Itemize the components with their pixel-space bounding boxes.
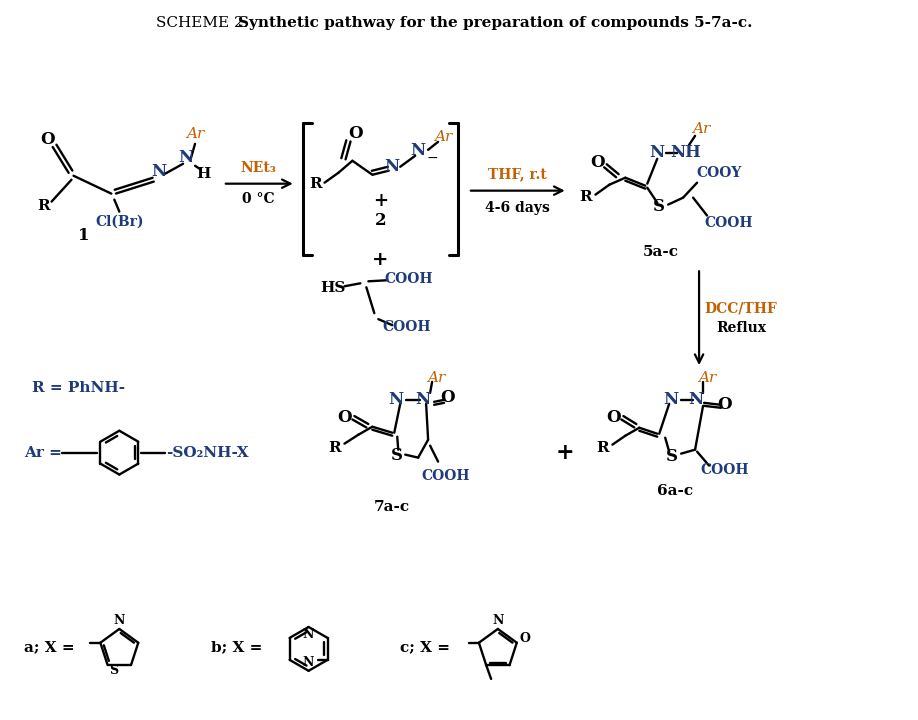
Text: c; X =: c; X = <box>400 640 450 654</box>
Text: Cl(Br): Cl(Br) <box>95 215 143 228</box>
Text: +: + <box>373 192 387 210</box>
Text: -SO₂NH-X: -SO₂NH-X <box>166 446 249 459</box>
Text: S: S <box>109 665 118 678</box>
Text: O: O <box>718 396 733 413</box>
Text: COOH: COOH <box>384 272 432 287</box>
Text: COOH: COOH <box>421 469 470 482</box>
Text: +: + <box>555 441 574 464</box>
Text: O: O <box>590 154 605 171</box>
Text: S: S <box>666 448 678 465</box>
Text: R: R <box>38 199 50 212</box>
Text: N: N <box>114 614 125 628</box>
Text: 1: 1 <box>78 227 89 244</box>
Text: N: N <box>151 163 167 180</box>
Text: N: N <box>492 614 504 628</box>
Text: HS: HS <box>319 282 345 295</box>
Text: O: O <box>606 409 621 426</box>
Text: 0 °C: 0 °C <box>242 192 275 206</box>
Text: COOH: COOH <box>382 320 431 334</box>
Text: N: N <box>385 158 400 175</box>
Text: S: S <box>654 198 666 215</box>
Text: N: N <box>416 392 431 408</box>
Text: COOH: COOH <box>700 462 749 477</box>
Text: N: N <box>303 657 314 670</box>
Text: 6a-c: 6a-c <box>657 485 693 498</box>
Text: R: R <box>328 441 341 454</box>
Text: a; X =: a; X = <box>24 640 74 654</box>
Text: O: O <box>520 632 531 645</box>
Text: 7a-c: 7a-c <box>375 500 410 514</box>
Text: THF, r.t: THF, r.t <box>488 167 547 181</box>
Text: O: O <box>40 131 55 148</box>
Text: S: S <box>391 447 403 464</box>
Text: O: O <box>348 125 363 143</box>
Text: N: N <box>178 149 194 166</box>
Text: NH: NH <box>671 144 701 161</box>
Text: −: − <box>426 150 438 165</box>
Text: R: R <box>579 189 592 204</box>
Text: COOH: COOH <box>705 215 753 230</box>
Text: N: N <box>688 392 703 408</box>
Text: N: N <box>303 629 314 642</box>
Text: H: H <box>196 167 210 181</box>
Text: Reflux: Reflux <box>716 321 766 335</box>
Text: 2: 2 <box>375 212 386 229</box>
Text: DCC/THF: DCC/THF <box>704 301 778 315</box>
Text: COOY: COOY <box>697 166 742 180</box>
Text: b; X =: b; X = <box>211 640 263 654</box>
Text: N: N <box>650 144 665 161</box>
Text: Ar: Ar <box>427 371 445 385</box>
Text: R = PhNH-: R = PhNH- <box>31 381 125 395</box>
Text: Ar: Ar <box>698 371 716 385</box>
Text: 5a-c: 5a-c <box>644 246 679 259</box>
Text: O: O <box>337 409 352 426</box>
Text: R: R <box>309 176 322 191</box>
Text: N: N <box>664 392 678 408</box>
Text: O: O <box>441 390 455 406</box>
Text: Ar =: Ar = <box>24 446 62 459</box>
Text: SCHEME 2.: SCHEME 2. <box>156 17 253 30</box>
Text: Ar: Ar <box>186 127 204 141</box>
Text: N: N <box>410 143 426 159</box>
Text: Ar: Ar <box>692 122 711 136</box>
Text: Synthetic pathway for the preparation of compounds 5-7a-c.: Synthetic pathway for the preparation of… <box>238 17 753 30</box>
Text: +: + <box>372 251 388 269</box>
Text: Ar: Ar <box>434 130 453 144</box>
Text: 4-6 days: 4-6 days <box>486 201 550 215</box>
Text: R: R <box>596 441 609 454</box>
Text: N: N <box>388 392 404 408</box>
Text: NEt₃: NEt₃ <box>241 161 276 175</box>
